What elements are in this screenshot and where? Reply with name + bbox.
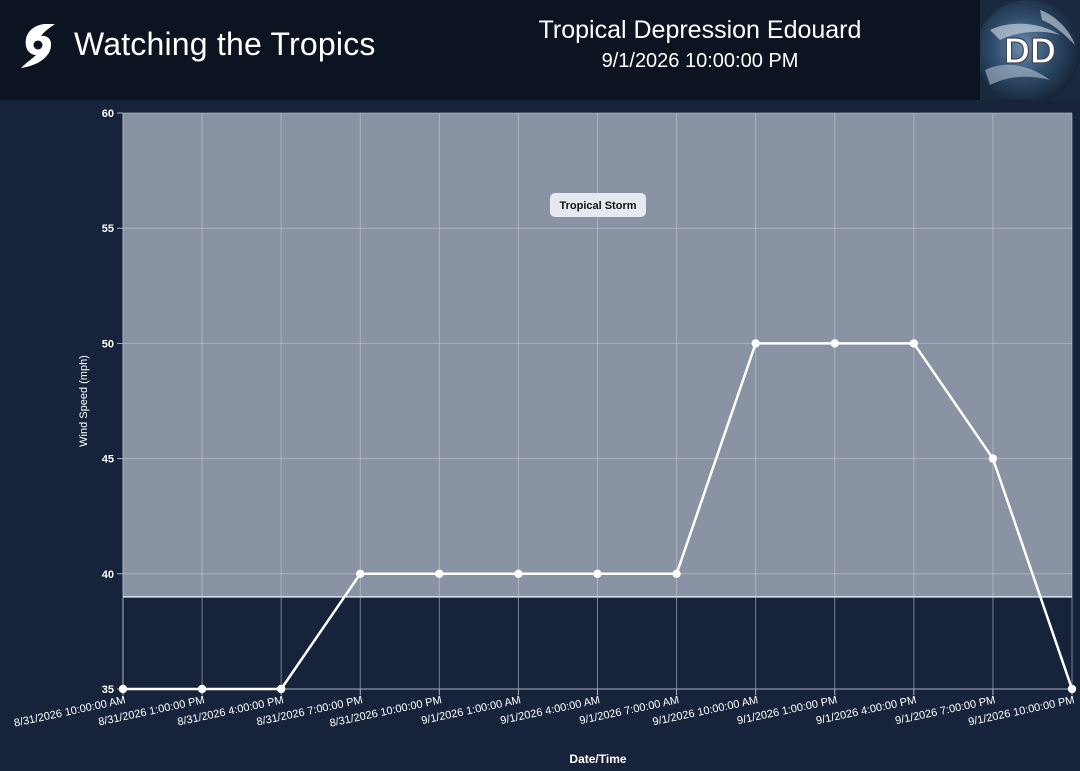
data-point — [514, 569, 523, 578]
data-point — [830, 339, 839, 348]
storm-name: Tropical Depression Edouard — [538, 16, 862, 44]
data-point — [435, 569, 444, 578]
logo-text: DD — [1004, 30, 1056, 71]
data-point — [988, 454, 998, 463]
data-point — [356, 569, 365, 578]
header-bar: Watching the Tropics Tropical Depression… — [0, 0, 1080, 100]
brand-title: Watching the Tropics — [74, 26, 376, 62]
band-label-background — [550, 193, 646, 217]
y-axis-label: Wind Speed (mph) — [78, 355, 90, 447]
hurricane-icon — [21, 24, 55, 68]
data-point — [672, 569, 681, 578]
data-point — [909, 339, 919, 348]
data-point — [751, 339, 760, 348]
storm-time: 9/1/2026 10:00:00 PM — [601, 50, 799, 72]
band-label: Tropical Storm — [559, 200, 636, 212]
y-tick-label: 40 — [102, 569, 114, 581]
y-tick-label: 45 — [102, 454, 114, 466]
y-tick-label: 55 — [102, 223, 114, 235]
y-tick-label: 60 — [102, 108, 114, 120]
x-axis-label: Date/Time — [569, 752, 626, 766]
data-point — [118, 684, 128, 694]
data-point — [197, 684, 207, 694]
data-point — [593, 569, 602, 578]
y-tick-label: 35 — [102, 684, 114, 696]
data-point — [1067, 684, 1077, 694]
data-point — [276, 684, 286, 694]
logo: DD — [980, 0, 1080, 100]
y-tick-label: 50 — [102, 338, 114, 350]
